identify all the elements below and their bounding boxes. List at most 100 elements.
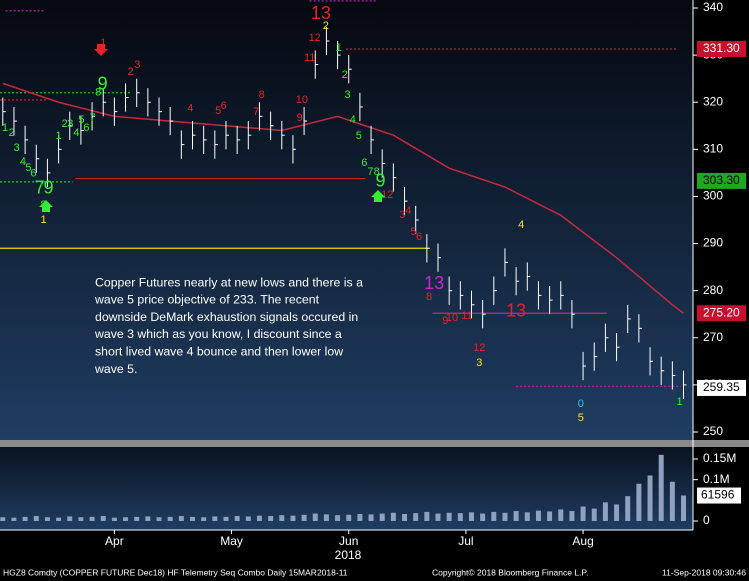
volume-bar: [658, 454, 664, 521]
volume-bar: [268, 516, 274, 521]
count-label: 1: [677, 396, 683, 408]
count-label: 9: [98, 74, 108, 94]
x-tick-label: Apr: [105, 534, 124, 548]
price-tag: [697, 172, 746, 189]
count-label: 8: [374, 166, 380, 178]
volume-bar: [580, 506, 586, 521]
price-tag: [697, 40, 746, 57]
volume-bar: [647, 475, 653, 521]
volume-bar: [402, 513, 408, 521]
y-tick-label: 290: [703, 236, 723, 250]
count-label: 7: [35, 178, 45, 198]
volume-bar: [457, 513, 463, 521]
volume-bar: [390, 512, 396, 521]
count-label: 6: [416, 231, 422, 243]
count-label: 2: [128, 66, 134, 78]
volume-bar: [357, 513, 363, 521]
footer-left: HGZ8 Comdty (COPPER FUTURE Dec18) HF Tel…: [3, 567, 348, 577]
price-tag-label: 275.20: [703, 305, 740, 319]
volume-bar: [223, 516, 229, 521]
footer-right: 11-Sep-2018 09:30:46: [662, 567, 746, 577]
count-label: 1: [56, 130, 62, 142]
y-tick-label: 250: [703, 424, 723, 438]
count-label: 1: [100, 37, 106, 49]
count-label: 5: [578, 412, 584, 424]
volume-bar: [569, 511, 575, 521]
count-label: 2: [9, 127, 15, 139]
count-label: 1: [2, 122, 8, 134]
count-label: 5: [356, 130, 362, 142]
volume-bar: [67, 516, 73, 521]
volume-bar: [480, 513, 486, 521]
count-label: 0: [578, 398, 584, 410]
x-tick-label: Jul: [458, 534, 473, 548]
volume-tick-label: 0: [703, 513, 710, 527]
y-tick-label: 280: [703, 283, 723, 297]
arrow-up: [371, 190, 385, 202]
volume-tick-label: 0.1M: [703, 472, 730, 486]
count-label: 7: [253, 106, 259, 118]
count-label: 4: [350, 114, 356, 126]
volume-bar: [190, 516, 195, 521]
price-tag: [697, 379, 746, 396]
volume-bar: [212, 516, 218, 521]
volume-bar: [625, 496, 631, 521]
volume-bar: [100, 516, 106, 521]
count-label: 5: [25, 162, 31, 174]
volume-tick-label: 0.15M: [703, 451, 736, 465]
x-tick-label: May: [220, 534, 243, 548]
volume-bar: [435, 513, 441, 521]
count-label: 9: [297, 112, 303, 124]
count-label: 12: [473, 342, 485, 354]
volume-bar: [290, 515, 296, 521]
count-label: 6: [361, 157, 367, 169]
count-label: 2: [342, 69, 348, 81]
count-label: 4: [405, 205, 411, 217]
count-label: 13: [506, 301, 526, 321]
volume-bar: [491, 511, 497, 521]
price-tag-label: 303.30: [703, 173, 740, 187]
volume-bar: [669, 481, 675, 521]
annotation-line: wave 5.: [94, 362, 137, 376]
volume-tag: [697, 487, 741, 504]
volume-bar: [89, 516, 95, 521]
volume-bar: [346, 514, 352, 521]
count-label: 2: [323, 20, 329, 32]
annotation-line: downside DeMark exhaustion signals occur…: [95, 310, 358, 324]
count-label: 11: [461, 310, 472, 322]
arrow-up: [39, 200, 53, 212]
volume-bar: [312, 513, 318, 521]
volume-bar: [245, 516, 251, 521]
price-tag-label: 259.35: [703, 380, 740, 394]
volume-bar: [547, 511, 553, 521]
volume-bar: [502, 512, 508, 521]
count-label: 11: [304, 52, 315, 64]
count-label: 9: [376, 171, 386, 191]
count-label: 1: [336, 42, 342, 54]
volume-bar: [167, 516, 173, 521]
volume-bar: [413, 513, 419, 521]
x-axis-label: 2018: [335, 548, 362, 562]
count-label: 12: [309, 32, 321, 44]
count-label: 6: [30, 168, 36, 180]
volume-bar: [111, 517, 117, 521]
price-panel: [0, 0, 693, 440]
footer-center: Copyright© 2018 Bloomberg Finance L.P.: [432, 567, 588, 577]
count-label: 10: [446, 312, 458, 324]
count-label: 10: [296, 94, 308, 106]
volume-bar: [234, 516, 240, 521]
count-label: 13: [311, 3, 331, 23]
count-label: 4: [187, 103, 193, 115]
volume-bar: [256, 515, 262, 521]
count-label: 8: [426, 291, 432, 303]
volume-tag-label: 61596: [701, 488, 735, 502]
count-label: 6: [83, 122, 89, 134]
volume-bar: [134, 516, 140, 521]
count-label: 5: [215, 105, 221, 117]
volume-bar: [558, 509, 564, 521]
volume-bar: [178, 516, 184, 521]
count-label: 5: [410, 226, 416, 238]
count-label: 2: [62, 118, 68, 130]
x-tick-label: Jun: [339, 534, 358, 548]
volume-bar: [424, 511, 430, 521]
